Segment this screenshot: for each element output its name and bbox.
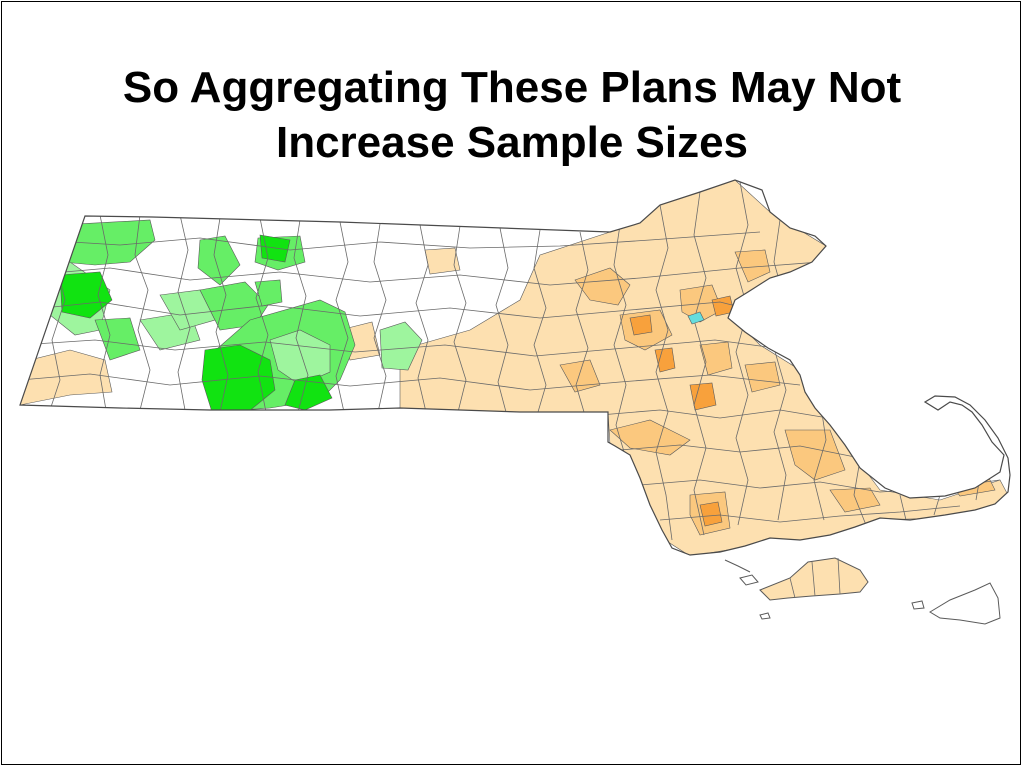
island-elizabeth-chain [724, 559, 751, 573]
orange-town-north [424, 247, 461, 275]
town-boundaries [20, 181, 1001, 541]
island-nantucket [759, 582, 1001, 625]
slide-title: So Aggregating These Plans May Not Incre… [0, 60, 1024, 170]
slide-title-line-2: Increase Sample Sizes [275, 118, 749, 167]
slide-title-line-1: So Aggregating These Plans May Not [122, 63, 902, 112]
cyan-town-marker [687, 311, 705, 325]
state-outline [19, 179, 1011, 556]
island-marthas-vineyard [739, 557, 869, 601]
